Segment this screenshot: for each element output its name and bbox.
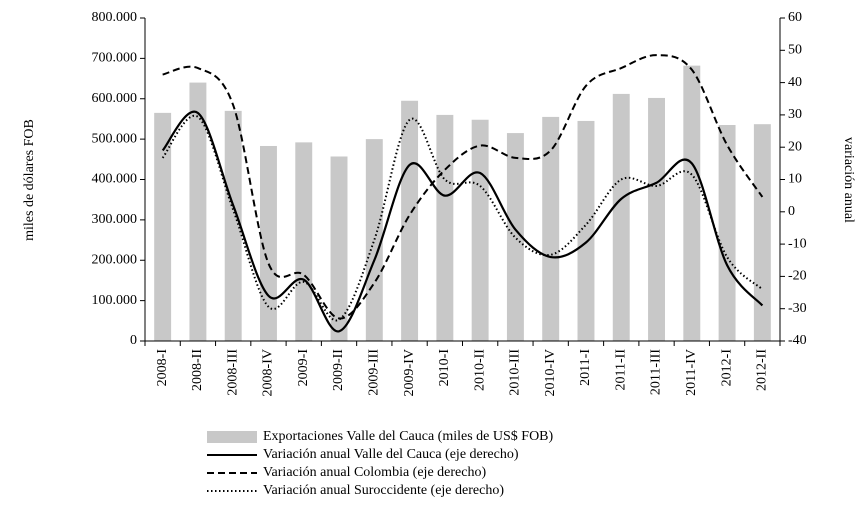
x-tick-label: 2009-II bbox=[331, 349, 346, 391]
line-series bbox=[162, 54, 764, 320]
x-tick-label: 2010-II bbox=[472, 349, 487, 391]
x-tick-label: 2008-IV bbox=[261, 349, 276, 396]
y2-tick-label: 50 bbox=[788, 43, 802, 58]
y2-axis-title: variación anual bbox=[841, 137, 856, 223]
x-tick-label: 2009-IV bbox=[402, 349, 417, 396]
bar bbox=[506, 133, 524, 341]
bar bbox=[753, 124, 771, 341]
y-tick-label: 500.000 bbox=[92, 131, 138, 146]
y2-tick-label: -40 bbox=[788, 333, 807, 348]
x-tick-label: 2011-IV bbox=[684, 349, 699, 396]
bar bbox=[683, 65, 701, 341]
y-tick-label: 700.000 bbox=[92, 51, 138, 66]
y-axis-title: miles de dólares FOB bbox=[22, 119, 37, 241]
line-series bbox=[161, 110, 764, 333]
y-tick-label: 400.000 bbox=[92, 172, 138, 187]
y2-tick-label: 10 bbox=[788, 172, 802, 187]
y-tick-label: 200.000 bbox=[92, 252, 138, 267]
x-tick-label: 2012-II bbox=[755, 349, 770, 391]
line-series bbox=[161, 114, 764, 322]
x-tick-label: 2011-II bbox=[613, 349, 628, 391]
x-tick-label: 2010-III bbox=[508, 349, 523, 396]
y-tick-label: 0 bbox=[130, 333, 137, 348]
legend-label: Exportaciones Valle del Cauca (miles de … bbox=[263, 429, 554, 444]
legend-label: Variación anual Valle del Cauca (eje der… bbox=[263, 447, 519, 462]
y2-tick-label: 20 bbox=[788, 139, 802, 154]
legend-swatch bbox=[207, 431, 257, 443]
x-tick-label: 2012-I bbox=[719, 349, 734, 387]
x-tick-label: 2009-III bbox=[367, 349, 382, 396]
bar bbox=[648, 97, 665, 341]
x-tick-label: 2008-I bbox=[155, 349, 170, 387]
y2-tick-label: 30 bbox=[788, 107, 802, 122]
y2-tick-label: -30 bbox=[788, 301, 807, 316]
x-tick-label: 2009-I bbox=[296, 349, 311, 387]
bar bbox=[612, 93, 630, 341]
legend-label: Variación anual Colombia (eje derecho) bbox=[263, 465, 486, 480]
y-tick-label: 800.000 bbox=[92, 10, 138, 25]
bar bbox=[295, 142, 313, 341]
bar bbox=[154, 112, 172, 341]
x-tick-label: 2011-III bbox=[649, 349, 664, 395]
y-tick-label: 600.000 bbox=[92, 91, 138, 106]
x-tick-label: 2008-III bbox=[225, 349, 240, 396]
bar bbox=[189, 82, 207, 341]
bar bbox=[224, 110, 242, 341]
bar bbox=[436, 114, 454, 342]
y2-tick-label: 40 bbox=[788, 75, 802, 90]
bar bbox=[330, 156, 348, 341]
x-tick-label: 2011-I bbox=[578, 349, 593, 386]
bar bbox=[471, 119, 489, 342]
y2-tick-label: -20 bbox=[788, 269, 807, 284]
bar bbox=[365, 139, 383, 341]
legend-label: Variación anual Suroccidente (eje derech… bbox=[263, 483, 504, 498]
x-tick-label: 2010-IV bbox=[543, 349, 558, 396]
x-tick-label: 2010-I bbox=[437, 349, 452, 387]
y2-tick-label: -10 bbox=[788, 236, 807, 251]
bar bbox=[401, 100, 419, 341]
y-tick-label: 100.000 bbox=[92, 293, 138, 308]
y-tick-label: 300.000 bbox=[92, 212, 138, 227]
bar bbox=[718, 124, 736, 342]
bar bbox=[542, 116, 560, 341]
x-tick-label: 2008-II bbox=[190, 349, 205, 391]
y2-tick-label: 0 bbox=[788, 204, 795, 219]
bar bbox=[577, 120, 595, 341]
bar bbox=[260, 145, 277, 341]
y2-tick-label: 60 bbox=[788, 10, 802, 25]
